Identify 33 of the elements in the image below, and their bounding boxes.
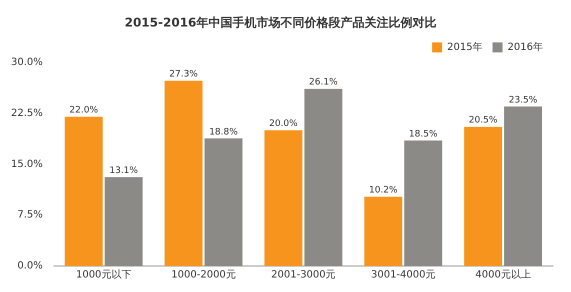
x-tick-label: 2001-3000元 [271,270,336,281]
data-label: 27.3% [169,70,198,80]
data-label: 22.0% [69,106,98,116]
y-tick-label: 30.0% [10,56,43,68]
x-tick-label: 3001-4000元 [370,270,436,281]
bar [164,80,203,266]
data-label: 20.0% [269,119,298,130]
x-tick-label: 1000元以下 [76,268,132,281]
chart-title: 2015-2016年中国手机市场不同价格段产品关注比例对比 [124,15,436,30]
data-label: 18.5% [408,129,438,140]
y-tick-label: 0.0% [17,260,43,272]
bar [464,126,502,266]
x-tick-label: 1000-2000元 [171,270,236,281]
y-tick-label: 7.5% [17,210,43,221]
legend-label: 2016年 [508,40,544,53]
data-label: 10.2% [368,186,398,196]
data-label: 26.1% [309,78,338,88]
legend-label: 2015年 [447,40,483,53]
bar [404,140,442,266]
data-label: 23.5% [508,95,538,106]
bar [264,130,302,266]
bar [64,116,103,266]
data-label: 13.1% [109,166,138,176]
bar [104,177,143,266]
data-label: 18.8% [209,127,238,138]
x-tick-label: 4000元以上 [475,268,531,281]
bar [304,88,342,266]
y-tick-label: 22.5% [10,108,43,119]
y-tick-label: 15.0% [10,158,43,170]
bar [204,138,242,266]
bar [364,196,402,266]
data-label: 20.5% [468,116,498,126]
bar [504,106,542,266]
